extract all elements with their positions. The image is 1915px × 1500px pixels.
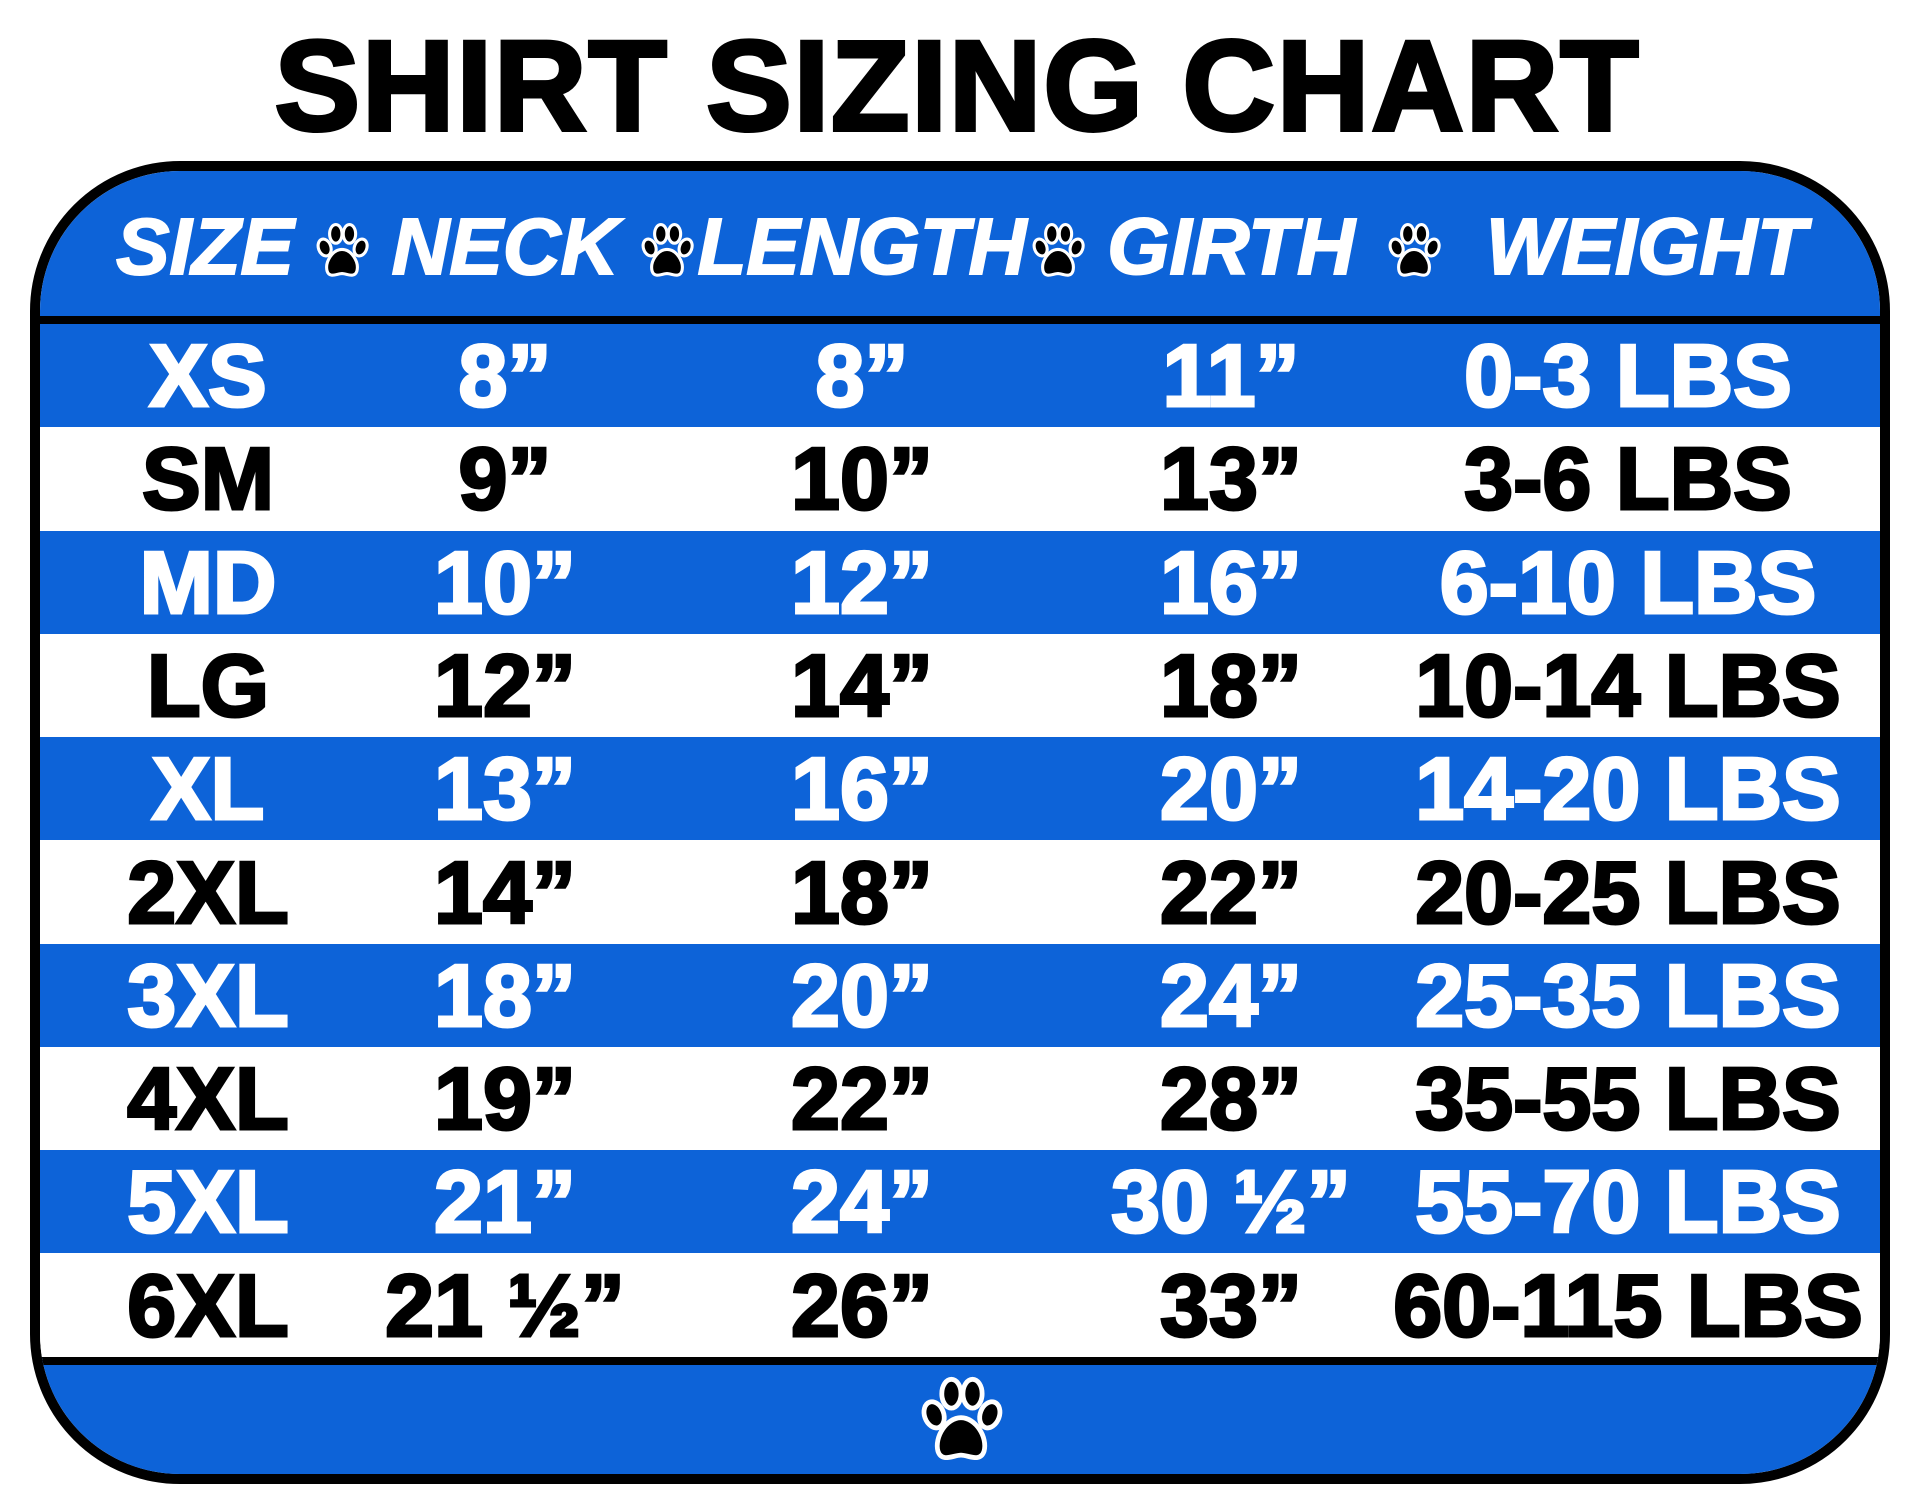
cell-neck: 8” — [457, 326, 553, 425]
cell-girth: 13” — [1159, 429, 1304, 529]
table-row: 5XL 21” 24” 30 ½” 55-70 LBS — [40, 1150, 1880, 1254]
paw-print-icon — [636, 222, 698, 289]
cell-length: 18” — [790, 842, 935, 942]
cell-girth: 24” — [1159, 945, 1304, 1045]
header-girth: GIRTH — [1106, 201, 1355, 292]
cell-length: 12” — [790, 532, 935, 632]
chart-title: SHIRT SIZING CHART — [273, 15, 1641, 158]
cell-size: SM — [141, 429, 276, 529]
cell-neck: 21” — [433, 1152, 578, 1252]
header-size: SIZE — [115, 201, 295, 292]
cell-weight: 55-70 LBS — [1414, 1152, 1843, 1252]
table-row: 2XL 14” 18” 22” 20-25 LBS — [40, 840, 1880, 944]
cell-neck: 18” — [433, 945, 578, 1045]
cell-neck: 9” — [457, 429, 553, 529]
cell-size: 6XL — [126, 1255, 290, 1355]
cell-weight: 60-115 LBS — [1392, 1255, 1865, 1355]
table-row: XS 8” 8” 11” 0-3 LBS — [40, 324, 1880, 427]
cell-size: MD — [138, 532, 278, 632]
table-row: LG 12” 14” 18” 10-14 LBS — [40, 633, 1880, 737]
cell-length: 8” — [814, 326, 910, 425]
cell-neck: 13” — [433, 739, 578, 839]
cell-size: 3XL — [126, 945, 290, 1045]
cell-weight: 3-6 LBS — [1463, 429, 1794, 529]
cell-neck: 10” — [433, 532, 578, 632]
table-row: 4XL 19” 22” 28” 35-55 LBS — [40, 1047, 1880, 1151]
cell-weight: 35-55 LBS — [1414, 1049, 1843, 1149]
paw-print-icon — [913, 1375, 1009, 1475]
cell-neck: 21 ½” — [384, 1255, 627, 1355]
header-neck: NECK — [391, 201, 620, 292]
table-footer — [40, 1357, 1880, 1475]
cell-neck: 19” — [433, 1049, 578, 1149]
cell-length: 22” — [790, 1049, 935, 1149]
cell-weight: 20-25 LBS — [1414, 842, 1843, 942]
cell-girth: 30 ½” — [1110, 1152, 1353, 1252]
cell-length: 26” — [790, 1255, 935, 1355]
cell-size: LG — [145, 635, 270, 735]
cell-length: 20” — [790, 945, 935, 1045]
cell-length: 24” — [790, 1152, 935, 1252]
table-header: SIZE NECK LENGTH GIRTH WEIGHT — [40, 171, 1880, 324]
sizing-table: SIZE NECK LENGTH GIRTH WEIGHT XS 8” 8” 11” 0… — [30, 161, 1890, 1484]
cell-girth: 11” — [1161, 326, 1301, 425]
cell-size: XL — [150, 739, 265, 839]
cell-size: 4XL — [126, 1049, 290, 1149]
table-row: MD 10” 12” 16” 6-10 LBS — [40, 530, 1880, 634]
cell-weight: 25-35 LBS — [1414, 945, 1843, 1045]
cell-size: 2XL — [126, 842, 290, 942]
table-row: 3XL 18” 20” 24” 25-35 LBS — [40, 943, 1880, 1047]
cell-girth: 22” — [1159, 842, 1304, 942]
cell-girth: 33” — [1159, 1255, 1304, 1355]
cell-weight: 10-14 LBS — [1414, 635, 1843, 735]
cell-size: 5XL — [126, 1152, 290, 1252]
header-weight: WEIGHT — [1485, 201, 1807, 292]
cell-neck: 12” — [433, 635, 578, 735]
cell-weight: 14-20 LBS — [1414, 739, 1843, 839]
cell-length: 10” — [790, 429, 935, 529]
cell-length: 16” — [790, 739, 935, 839]
cell-girth: 20” — [1159, 739, 1304, 839]
table-row: SM 9” 10” 13” 3-6 LBS — [40, 427, 1880, 531]
table-row: XL 13” 16” 20” 14-20 LBS — [40, 737, 1880, 841]
cell-neck: 14” — [433, 842, 578, 942]
cell-girth: 16” — [1159, 532, 1304, 632]
cell-girth: 18” — [1159, 635, 1304, 735]
paw-print-icon — [311, 222, 373, 289]
cell-size: XS — [148, 326, 268, 425]
header-length: LENGTH — [697, 201, 1028, 292]
paw-print-icon — [1027, 222, 1089, 289]
cell-length: 14” — [790, 635, 935, 735]
cell-weight: 6-10 LBS — [1438, 532, 1818, 632]
table-row: 6XL 21 ½” 26” 33” 60-115 LBS — [40, 1253, 1880, 1357]
paw-print-icon — [1383, 222, 1445, 289]
cell-girth: 28” — [1159, 1049, 1304, 1149]
cell-weight: 0-3 LBS — [1463, 326, 1794, 425]
